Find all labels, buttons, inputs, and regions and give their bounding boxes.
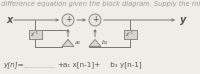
Text: y[n]=: y[n]= bbox=[3, 62, 24, 68]
Text: _________: _________ bbox=[22, 62, 55, 68]
Bar bbox=[124, 30, 136, 38]
Text: x: x bbox=[6, 15, 12, 25]
Circle shape bbox=[89, 14, 101, 26]
Text: +: + bbox=[65, 15, 71, 24]
Circle shape bbox=[62, 14, 74, 26]
Text: z⁻¹: z⁻¹ bbox=[126, 32, 134, 36]
Polygon shape bbox=[89, 40, 101, 46]
Text: +: + bbox=[92, 15, 98, 24]
Text: y: y bbox=[180, 15, 186, 25]
Text: b₁ y[n-1]: b₁ y[n-1] bbox=[108, 62, 142, 68]
Polygon shape bbox=[62, 40, 74, 46]
Text: a₁: a₁ bbox=[75, 40, 81, 46]
Text: Derive the difference equation given the block diagram. Supply the missing term: Derive the difference equation given the… bbox=[0, 1, 200, 7]
Text: z⁻¹: z⁻¹ bbox=[31, 32, 39, 36]
Text: b₁: b₁ bbox=[102, 40, 108, 46]
Bar bbox=[29, 30, 42, 38]
Text: +: + bbox=[57, 62, 63, 68]
Text: a₁ x[n-1]+: a₁ x[n-1]+ bbox=[63, 62, 100, 68]
